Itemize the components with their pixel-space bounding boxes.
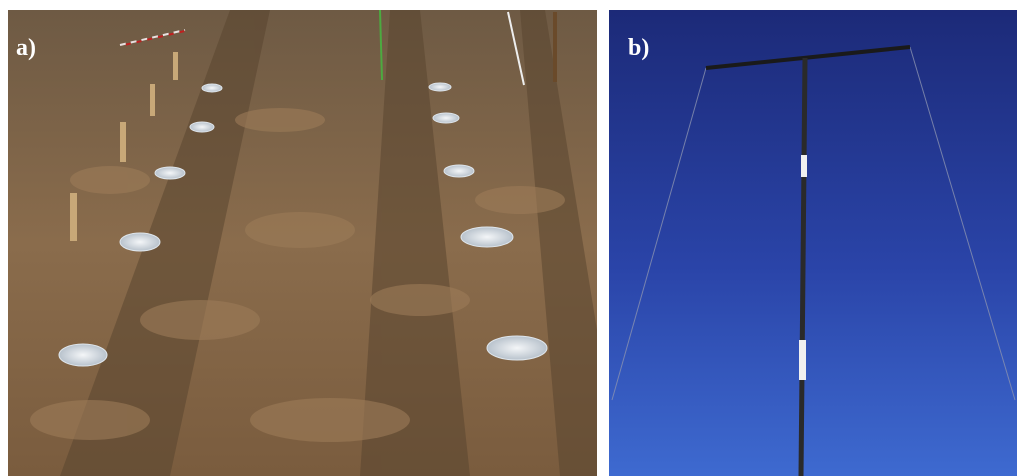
panel-a: a) (8, 10, 597, 476)
sky-photo (609, 10, 1017, 476)
panel-b: b) (609, 10, 1017, 476)
figure: a) b) (0, 0, 1017, 476)
panel-label: b) (628, 35, 649, 61)
panel-label: a) (16, 35, 36, 61)
sampler (799, 340, 806, 380)
sampler (801, 155, 807, 177)
